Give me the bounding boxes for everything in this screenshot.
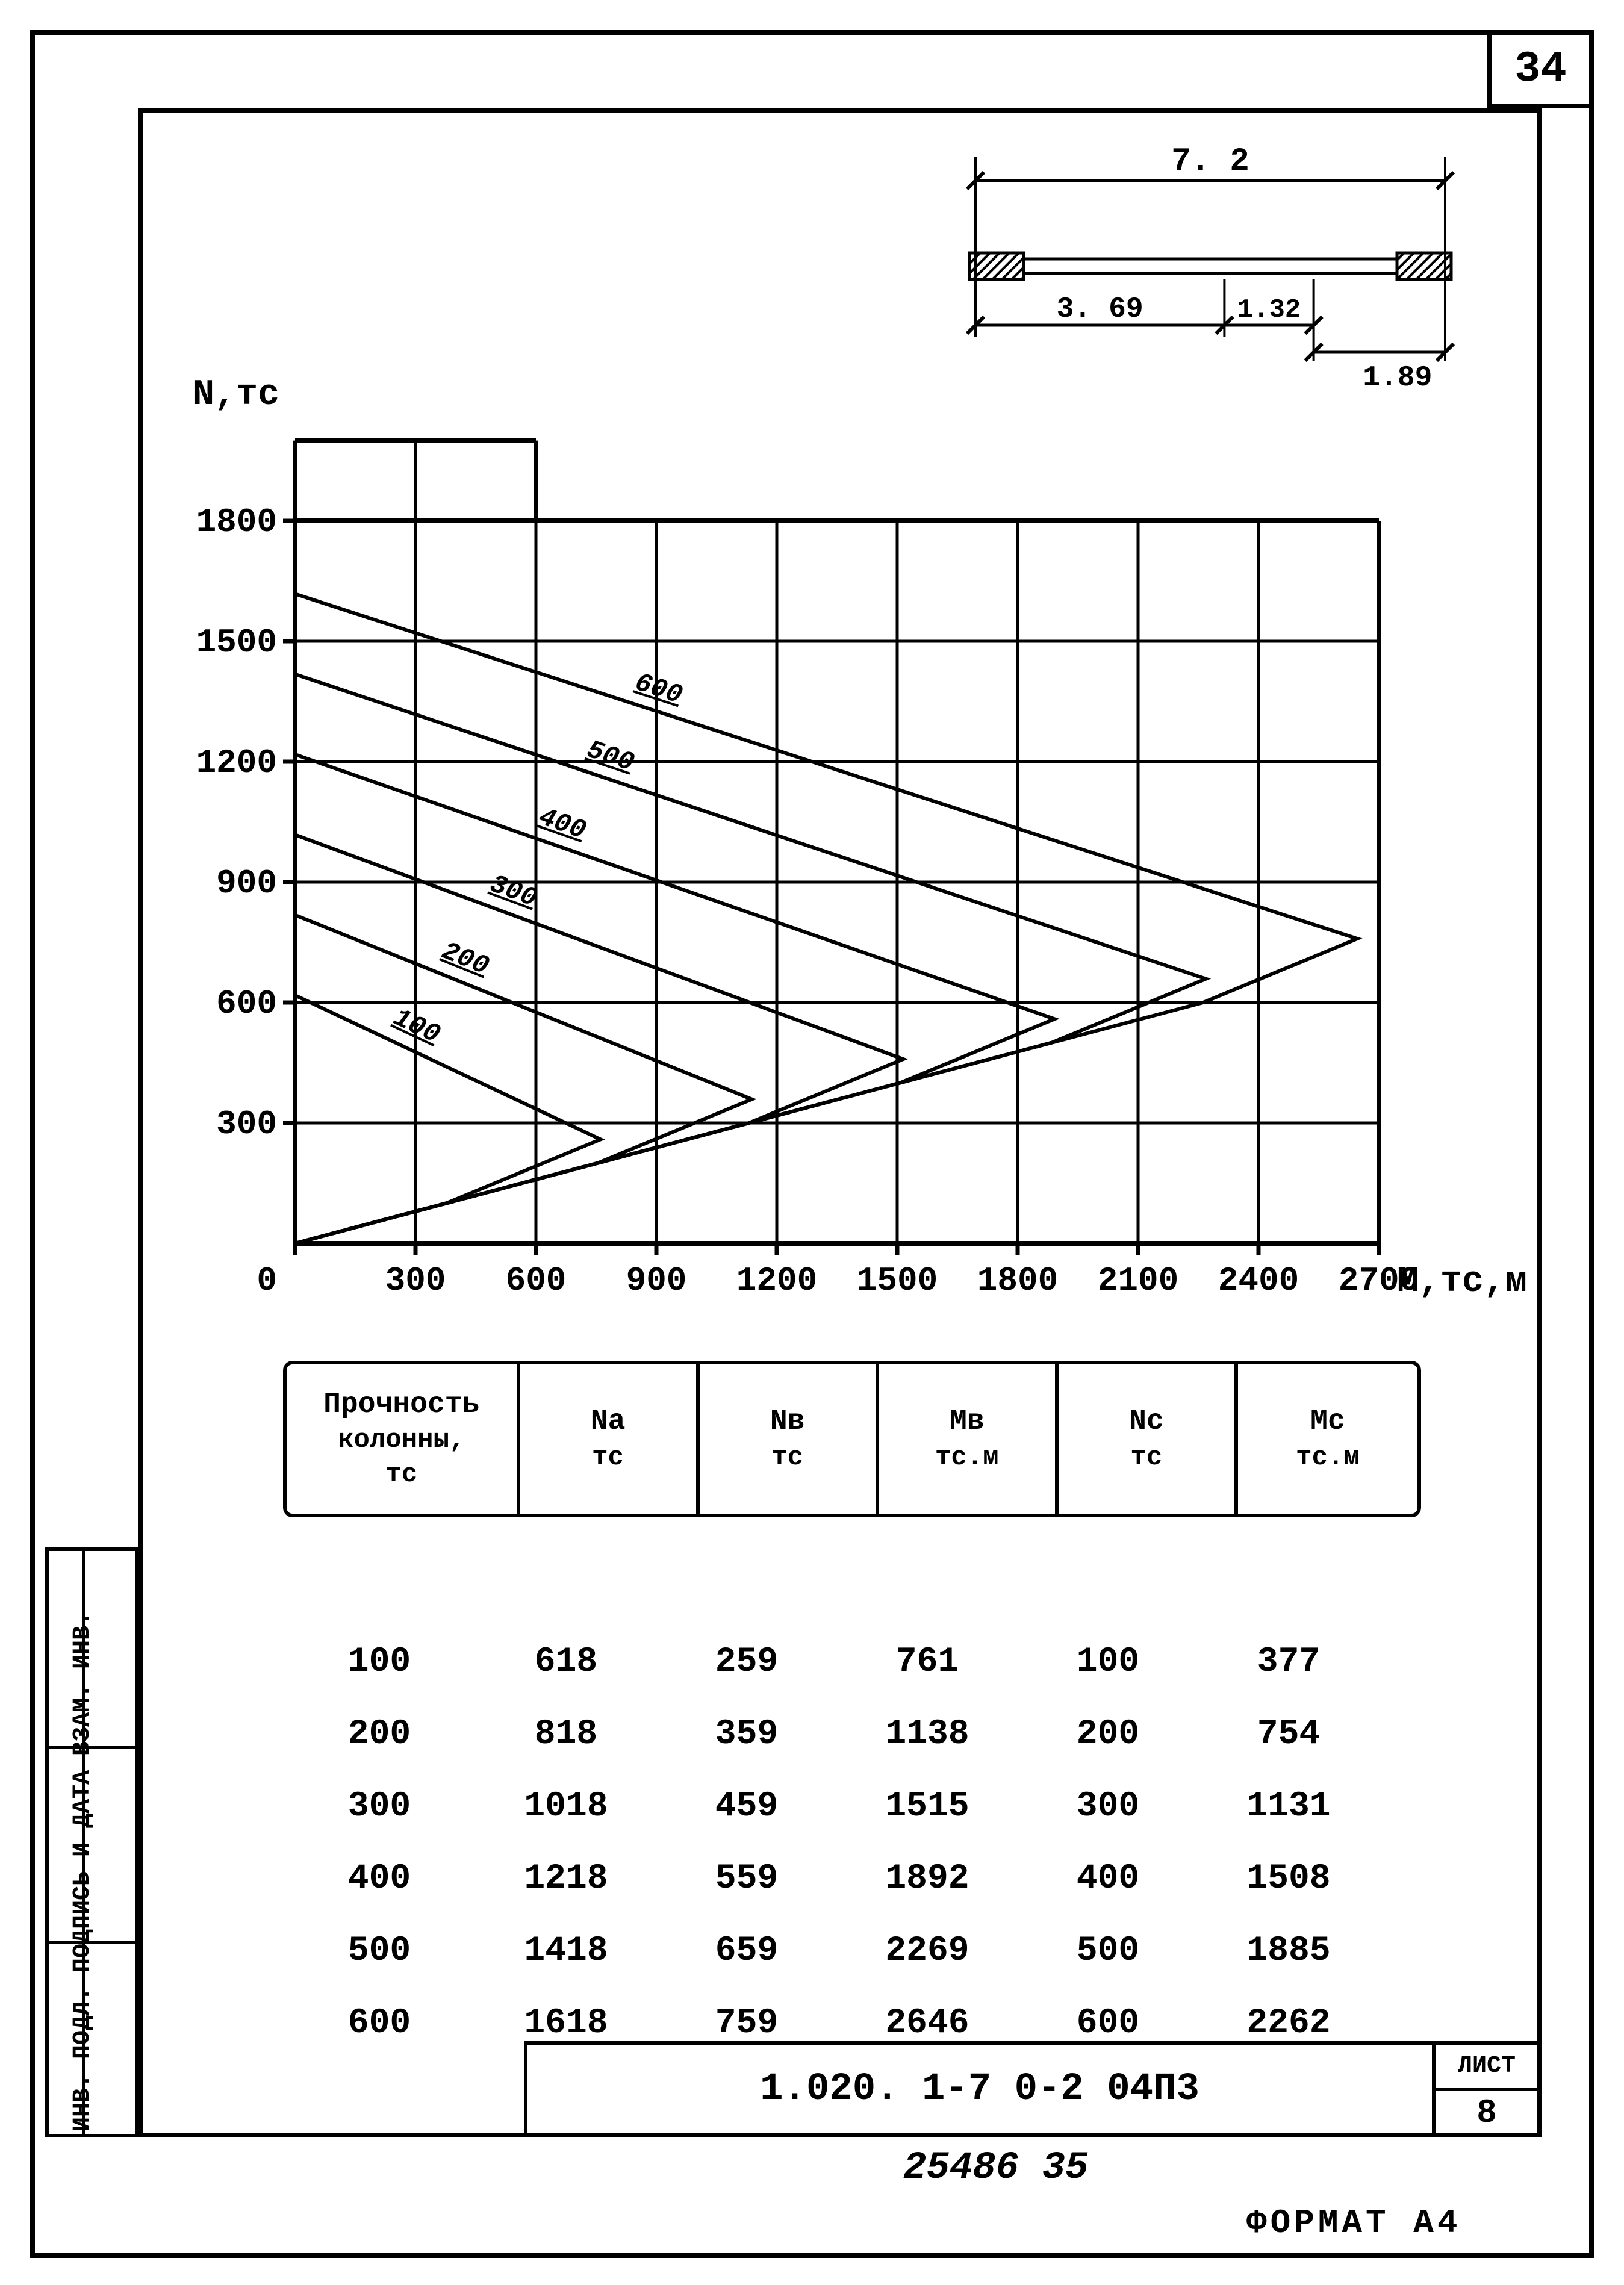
header-col-5: Мстс.м bbox=[1238, 1364, 1417, 1514]
drawing-code: 1.020. 1-7 0-2 04П3 bbox=[527, 2045, 1436, 2134]
side-stamp-text: ИНВ. ПОДЛ. ПОДПИСЬ И ДАТА ВЗАМ. ИНВ. bbox=[69, 1611, 96, 2131]
header-col-bot-4: тс bbox=[1130, 1441, 1162, 1475]
header-col-mid-0: колонны, bbox=[338, 1423, 465, 1458]
table-cell: 600 bbox=[1018, 2004, 1198, 2043]
table-cell: 400 bbox=[1018, 1859, 1198, 1898]
y-tick-300: 300 bbox=[169, 1105, 277, 1143]
x-tick-300: 300 bbox=[385, 1261, 446, 1300]
table-cell: 1515 bbox=[837, 1787, 1018, 1826]
sheet-box: ЛИСТ8 bbox=[1436, 2045, 1538, 2134]
title-block: 1.020. 1-7 0-2 04П3ЛИСТ8 bbox=[524, 2041, 1542, 2137]
curve-400 bbox=[295, 754, 1054, 1243]
header-col-bot-2: тс bbox=[771, 1441, 803, 1475]
table-row: 400121855918924001508 bbox=[283, 1842, 1379, 1915]
table-cell: 300 bbox=[1018, 1787, 1198, 1826]
header-table: Прочностьколонны,тсNатсNвтсМвтс.мNстсМст… bbox=[283, 1361, 1421, 1517]
header-col-0: Прочностьколонны,тс bbox=[287, 1364, 520, 1514]
table-cell: 759 bbox=[656, 2004, 837, 2043]
y-tick-0: 0 bbox=[169, 1261, 277, 1300]
table-cell: 2262 bbox=[1198, 2004, 1379, 2043]
header-col-2: Nвтс bbox=[700, 1364, 879, 1514]
header-col-bot-0: тс bbox=[385, 1458, 417, 1492]
table-cell: 100 bbox=[283, 1643, 476, 1682]
table-cell: 618 bbox=[476, 1643, 656, 1682]
y-tick-1800: 1800 bbox=[169, 503, 277, 541]
table-cell: 100 bbox=[1018, 1643, 1198, 1682]
table-row: 500141865922695001885 bbox=[283, 1915, 1379, 1987]
y-tick-600: 600 bbox=[169, 984, 277, 1023]
table-cell: 1885 bbox=[1198, 1932, 1379, 1971]
table-cell: 659 bbox=[656, 1932, 837, 1971]
format-label: ФОРМАТ А4 bbox=[1246, 2204, 1461, 2242]
x-tick-1500: 1500 bbox=[857, 1261, 938, 1300]
table-cell: 500 bbox=[1018, 1932, 1198, 1971]
table-cell: 377 bbox=[1198, 1643, 1379, 1682]
table-cell: 300 bbox=[283, 1787, 476, 1826]
table-cell: 1138 bbox=[837, 1715, 1018, 1754]
table-cell: 259 bbox=[656, 1643, 837, 1682]
x-tick-1200: 1200 bbox=[736, 1261, 817, 1300]
curve-200 bbox=[295, 915, 752, 1243]
table-cell: 359 bbox=[656, 1715, 837, 1754]
header-col-top-3: Мв bbox=[950, 1403, 985, 1440]
y-tick-900: 900 bbox=[169, 864, 277, 903]
header-col-bot-5: тс.м bbox=[1296, 1441, 1360, 1475]
table-cell: 500 bbox=[283, 1932, 476, 1971]
table-cell: 1018 bbox=[476, 1787, 656, 1826]
table-cell: 761 bbox=[837, 1643, 1018, 1682]
table-cell: 459 bbox=[656, 1787, 837, 1826]
table-cell: 1418 bbox=[476, 1932, 656, 1971]
header-col-top-2: Nв bbox=[770, 1403, 805, 1440]
table-cell: 818 bbox=[476, 1715, 656, 1754]
curve-100 bbox=[295, 995, 600, 1243]
header-col-bot-1: тс bbox=[592, 1441, 624, 1475]
header-col-bot-3: тс.м bbox=[935, 1441, 999, 1475]
curve-500 bbox=[295, 674, 1206, 1243]
x-tick-2100: 2100 bbox=[1098, 1261, 1178, 1300]
y-tick-1200: 1200 bbox=[169, 744, 277, 782]
y-axis-label: N,тс bbox=[193, 375, 279, 415]
y-tick-1500: 1500 bbox=[169, 623, 277, 662]
x-tick-1800: 1800 bbox=[977, 1261, 1058, 1300]
x-tick-2400: 2400 bbox=[1218, 1261, 1299, 1300]
x-tick-900: 900 bbox=[626, 1261, 687, 1300]
table-cell: 2646 bbox=[837, 2004, 1018, 2043]
table-cell: 1508 bbox=[1198, 1859, 1379, 1898]
table-cell: 1618 bbox=[476, 2004, 656, 2043]
header-col-1: Nатс bbox=[520, 1364, 700, 1514]
table-cell: 1892 bbox=[837, 1859, 1018, 1898]
table-cell: 754 bbox=[1198, 1715, 1379, 1754]
curve-600 bbox=[295, 594, 1357, 1243]
table-cell: 200 bbox=[1018, 1715, 1198, 1754]
table-row: 300101845915153001131 bbox=[283, 1770, 1379, 1842]
table-cell: 1218 bbox=[476, 1859, 656, 1898]
table-cell: 400 bbox=[283, 1859, 476, 1898]
table-cell: 1131 bbox=[1198, 1787, 1379, 1826]
table-cell: 559 bbox=[656, 1859, 837, 1898]
data-table: 1006182597611003772008183591138200754300… bbox=[283, 1626, 1379, 2059]
sheet-number: 8 bbox=[1436, 2091, 1538, 2134]
table-row: 2008183591138200754 bbox=[283, 1698, 1379, 1770]
header-col-top-1: Nа bbox=[591, 1403, 626, 1440]
header-col-top-0: Прочность bbox=[323, 1386, 479, 1423]
header-col-top-5: Мс bbox=[1310, 1403, 1345, 1440]
handwritten-note: 25486 35 bbox=[903, 2147, 1088, 2190]
header-col-3: Мвтс.м bbox=[879, 1364, 1059, 1514]
table-row: 100618259761100377 bbox=[283, 1626, 1379, 1698]
sheet-label: ЛИСТ bbox=[1436, 2045, 1538, 2091]
table-cell: 600 bbox=[283, 2004, 476, 2043]
table-cell: 2269 bbox=[837, 1932, 1018, 1971]
x-tick-2700: 2700 bbox=[1339, 1261, 1419, 1300]
header-col-4: Nстс bbox=[1059, 1364, 1238, 1514]
x-tick-600: 600 bbox=[506, 1261, 567, 1300]
header-col-top-4: Nс bbox=[1129, 1403, 1164, 1440]
table-cell: 200 bbox=[283, 1715, 476, 1754]
